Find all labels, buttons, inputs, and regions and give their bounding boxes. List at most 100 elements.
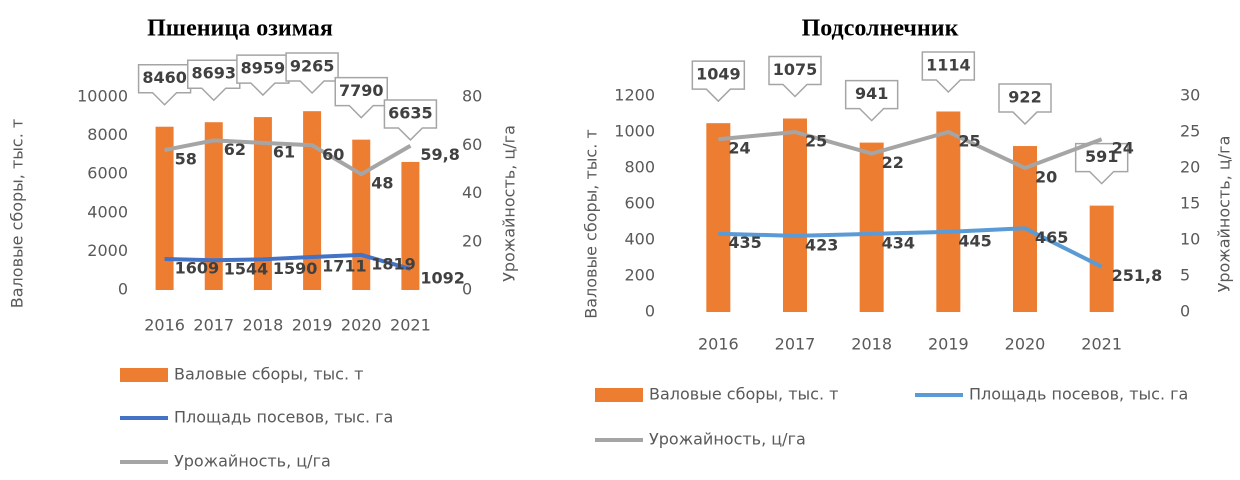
data-label: 24 [1112, 139, 1134, 158]
bar [401, 161, 420, 290]
legend-swatch [120, 368, 168, 382]
data-label: 435 [728, 233, 761, 252]
bar [936, 111, 961, 312]
x-tick-label: 2018 [243, 316, 284, 335]
line [164, 252, 411, 271]
y2-axis-title: Урожайность, ц/га [1215, 136, 1234, 293]
y-tick-label: 8000 [87, 125, 128, 144]
x-tick-label: 2019 [928, 335, 969, 354]
x-tick-label: 2021 [1081, 335, 1122, 354]
legend-label: Площадь посевов, тыс. га [174, 408, 393, 427]
data-label: 9265 [290, 57, 335, 76]
data-label: 6635 [388, 103, 433, 122]
y-tick-label: 2000 [87, 241, 128, 260]
callout [998, 83, 1052, 126]
callout [768, 55, 822, 98]
data-label: 25 [805, 132, 827, 151]
x-tick-label: 2019 [292, 316, 333, 335]
data-label: 48 [371, 174, 393, 193]
y2-tick-label: 20 [1180, 158, 1200, 177]
data-label: 1092 [420, 268, 465, 287]
x-tick-label: 2017 [775, 335, 816, 354]
x-tick-label: 2017 [193, 316, 234, 335]
callout [691, 60, 746, 103]
y-tick-label: 1200 [614, 86, 655, 105]
x-tick-label: 2021 [390, 316, 431, 335]
data-label: 59,8 [420, 145, 459, 164]
y-tick-label: 1000 [614, 122, 655, 141]
data-label: 1590 [273, 259, 318, 278]
bar [706, 123, 731, 313]
data-label: 25 [958, 132, 980, 151]
y-tick-label: 4000 [87, 202, 128, 221]
line [718, 226, 1103, 269]
x-tick-label: 2020 [1005, 335, 1046, 354]
data-label: 58 [175, 150, 197, 169]
callout [334, 76, 388, 119]
bar [155, 126, 174, 290]
y2-tick-label: 5 [1180, 266, 1190, 285]
y2-axis-title: Урожайность, ц/га [500, 125, 519, 282]
y-tick-label: 6000 [87, 164, 128, 183]
y-tick-label: 400 [624, 230, 655, 249]
data-label: 61 [273, 142, 295, 161]
x-tick-label: 2018 [851, 335, 892, 354]
x-tick-label: 2016 [144, 316, 185, 335]
y2-tick-label: 20 [462, 231, 482, 250]
data-label: 8460 [142, 68, 187, 87]
y2-tick-label: 10 [1180, 230, 1200, 249]
data-label: 591 [1085, 147, 1118, 166]
data-label: 8693 [191, 64, 236, 83]
y-axis-title: Валовые сборы, тыс. т [8, 119, 27, 308]
data-label: 251,8 [1112, 266, 1163, 285]
data-label: 7790 [339, 81, 384, 100]
callout [1074, 142, 1129, 185]
legend-label: Валовые сборы, тыс. т [174, 365, 363, 384]
callout [285, 52, 339, 95]
data-label: 1049 [696, 65, 741, 84]
bar [253, 117, 272, 290]
legend-label: Площадь посевов, тыс. га [969, 385, 1188, 404]
data-label: 1711 [322, 256, 367, 275]
y-tick-label: 0 [645, 302, 655, 321]
y2-tick-label: 40 [462, 183, 482, 202]
bar [352, 139, 371, 290]
y2-tick-label: 80 [462, 87, 482, 106]
y2-tick-label: 30 [1180, 86, 1200, 105]
y2-tick-label: 0 [1180, 302, 1190, 321]
data-label: 1609 [175, 258, 220, 277]
bar [303, 111, 322, 290]
data-label: 62 [224, 140, 246, 159]
y-axis-title: Валовые сборы, тыс. т [582, 129, 601, 318]
data-label: 922 [1008, 88, 1041, 107]
callout [921, 51, 976, 94]
callout [383, 99, 438, 142]
x-tick-label: 2020 [341, 316, 382, 335]
y-tick-label: 800 [624, 158, 655, 177]
legend-swatch [595, 388, 643, 402]
data-label: 1075 [773, 60, 818, 79]
y-tick-label: 600 [624, 194, 655, 213]
y-tick-label: 0 [118, 280, 128, 299]
data-label: 22 [882, 153, 904, 172]
callout [844, 79, 899, 122]
legend-label: Урожайность, ц/га [174, 452, 331, 471]
legend-label: Урожайность, ц/га [649, 430, 806, 449]
x-tick-label: 2016 [698, 335, 739, 354]
legend-label: Валовые сборы, тыс. т [649, 385, 838, 404]
y-tick-label: 10000 [77, 87, 128, 106]
bar [859, 142, 884, 312]
data-label: 1819 [371, 254, 416, 273]
data-label: 8959 [241, 59, 286, 78]
data-label: 423 [805, 235, 838, 254]
line [718, 129, 1103, 171]
data-label: 60 [322, 145, 344, 164]
y2-tick-label: 0 [462, 280, 472, 299]
data-label: 1114 [926, 56, 971, 75]
data-label: 465 [1035, 228, 1068, 247]
bar [1089, 205, 1114, 312]
data-label: 20 [1035, 168, 1057, 187]
data-label: 941 [855, 84, 888, 103]
y2-tick-label: 25 [1180, 122, 1200, 141]
